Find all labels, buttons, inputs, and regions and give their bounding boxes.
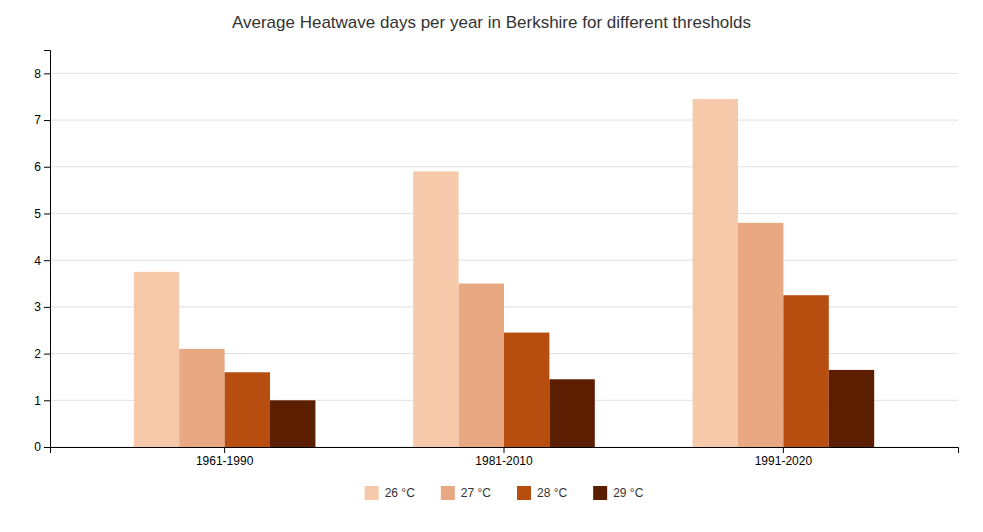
legend-swatch — [593, 486, 607, 500]
bar — [783, 295, 828, 447]
y-tick: 0 — [34, 440, 50, 454]
series — [225, 295, 829, 447]
y-tick-mark — [44, 354, 50, 355]
legend-label: 29 °C — [613, 486, 643, 500]
y-tick-label: 4 — [34, 254, 41, 268]
x-tick-label: 1991-2020 — [755, 454, 813, 468]
legend-item: 28 °C — [517, 486, 567, 500]
x-tick-label: 1961-1990 — [196, 454, 254, 468]
legend-swatch — [441, 486, 455, 500]
legend-label: 28 °C — [537, 486, 567, 500]
y-tick-label: 7 — [34, 113, 41, 127]
x-tick: 1991-2020 — [755, 447, 813, 468]
y-tick-label: 1 — [34, 394, 41, 408]
x-axis-line — [51, 448, 959, 454]
legend-swatch — [365, 486, 379, 500]
y-tick-mark — [44, 400, 50, 401]
legend-item: 26 °C — [365, 486, 415, 500]
y-tick-mark — [44, 167, 50, 168]
x-tick-mark — [504, 447, 505, 453]
bar — [693, 99, 738, 447]
grid — [50, 73, 958, 447]
y-tick-mark — [44, 447, 50, 448]
y-tick-mark — [44, 213, 50, 214]
grid-line — [50, 260, 958, 261]
grid-line — [50, 73, 958, 74]
y-tick: 2 — [34, 347, 50, 361]
y-tick-mark — [44, 120, 50, 121]
x-tick: 1981-2010 — [475, 447, 533, 468]
y-tick-label: 6 — [34, 160, 41, 174]
y-tick-mark — [44, 307, 50, 308]
y-tick: 8 — [34, 67, 50, 81]
y-tick: 4 — [34, 254, 50, 268]
y-tick: 1 — [34, 394, 50, 408]
x-tick-label: 1981-2010 — [475, 454, 533, 468]
y-tick: 6 — [34, 160, 50, 174]
y-tick-label: 5 — [34, 207, 41, 221]
bar — [413, 171, 458, 447]
x-axis: 1961-1990 1981-2010 1991-2020 — [51, 447, 959, 468]
series — [270, 370, 874, 447]
y-tick-mark — [44, 260, 50, 261]
grid-line — [50, 166, 958, 167]
series — [179, 223, 783, 447]
plot: 0 1 2 3 4 5 6 7 8 1961-1990 1981-2010 1991-2020 — [34, 51, 958, 468]
bars — [134, 99, 874, 447]
grid-line — [50, 213, 958, 214]
y-axis-line — [44, 51, 51, 448]
chart: Average Heatwave days per year in Berksh… — [0, 0, 983, 532]
y-tick-mark — [44, 73, 50, 74]
grid-line — [50, 120, 958, 121]
bar — [504, 333, 549, 447]
series — [134, 99, 738, 447]
legend-item: 27 °C — [441, 486, 491, 500]
x-tick: 1961-1990 — [196, 447, 254, 468]
legend: 26 °C 27 °C 28 °C 29 °C — [365, 486, 644, 500]
x-tick-mark — [224, 447, 225, 453]
bar — [270, 400, 315, 447]
legend-label: 27 °C — [461, 486, 491, 500]
y-tick-label: 3 — [34, 300, 41, 314]
bar — [459, 284, 504, 447]
y-tick: 5 — [34, 207, 50, 221]
bar — [134, 272, 179, 447]
bar — [738, 223, 783, 447]
legend-item: 29 °C — [593, 486, 643, 500]
legend-label: 26 °C — [385, 486, 415, 500]
y-axis: 0 1 2 3 4 5 6 7 8 — [34, 51, 50, 455]
bar — [549, 379, 594, 447]
bar — [225, 372, 270, 447]
y-tick: 3 — [34, 300, 50, 314]
y-tick-label: 0 — [34, 440, 41, 454]
y-tick-label: 2 — [34, 347, 41, 361]
x-tick-mark — [783, 447, 784, 453]
bar — [179, 349, 224, 447]
legend-swatch — [517, 486, 531, 500]
y-tick: 7 — [34, 113, 50, 127]
title: Average Heatwave days per year in Berksh… — [232, 13, 751, 32]
y-tick-label: 8 — [34, 67, 41, 81]
bar — [829, 370, 874, 447]
